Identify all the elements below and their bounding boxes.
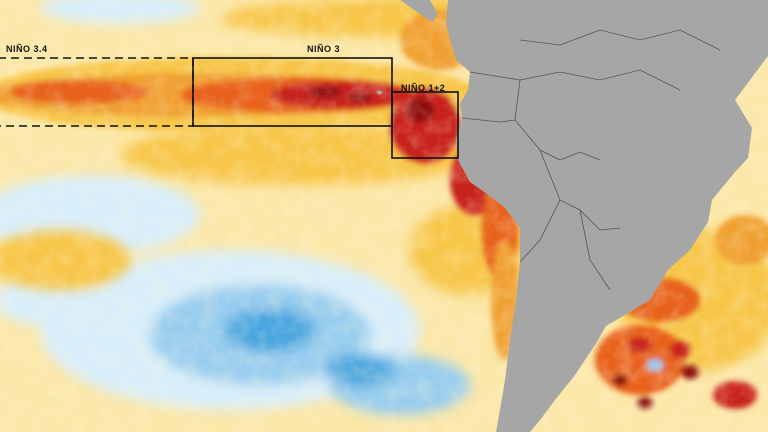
galapagos-island [376, 90, 383, 95]
nino3-label: NIÑO 3 [307, 44, 341, 54]
border-line [514, 79, 601, 161]
land-layer [376, 0, 768, 432]
border-line [519, 29, 601, 46]
nino12-label: NIÑO 1+2 [401, 83, 446, 93]
border-line [461, 117, 516, 123]
nino12-box [391, 91, 459, 159]
border-line [599, 29, 721, 51]
nino-region-boxes [0, 57, 459, 159]
nino34-label: NIÑO 3.4 [6, 44, 48, 54]
country-borders [461, 29, 721, 291]
border-line [469, 69, 681, 91]
south-america-land [446, 0, 768, 432]
border-line [519, 199, 561, 263]
central-america-land [400, 0, 438, 22]
border-line [579, 209, 611, 291]
